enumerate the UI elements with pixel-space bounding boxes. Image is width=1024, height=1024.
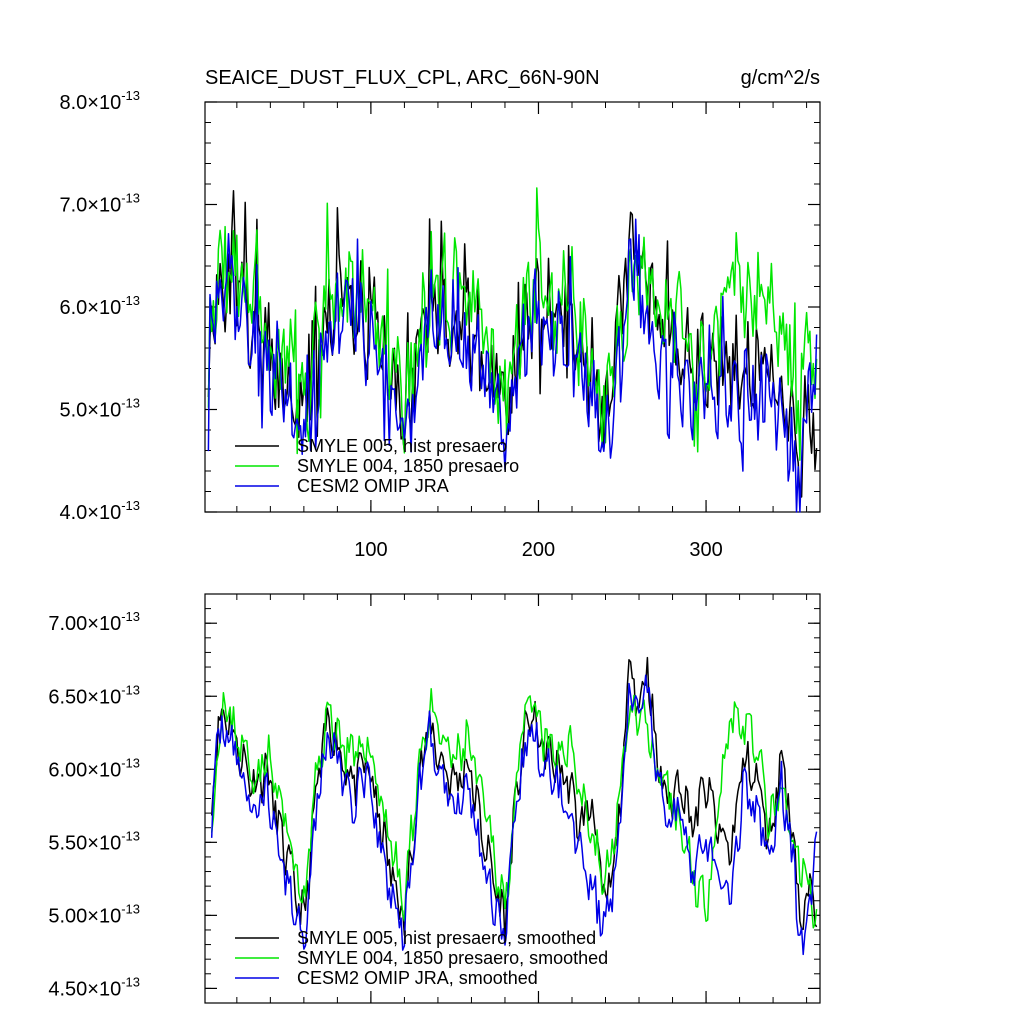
y-tick-label: 6.0×10-13 — [59, 293, 140, 319]
legend-label: CESM2 OMIP JRA, smoothed — [297, 968, 538, 988]
legend-label: SMYLE 004, 1850 presaero, smoothed — [297, 948, 608, 968]
y-tick-label: 5.00×10-13 — [48, 901, 140, 927]
x-tick-label: 300 — [689, 539, 722, 561]
series-line — [210, 674, 818, 956]
legend-label: CESM2 OMIP JRA — [297, 476, 449, 496]
x-tick-label: 100 — [354, 539, 387, 561]
series-line — [207, 218, 818, 513]
legend-label: SMYLE 004, 1850 presaero — [297, 456, 519, 476]
chart-units: g/cm^2/s — [741, 67, 820, 89]
y-tick-label: 5.0×10-13 — [59, 396, 140, 422]
y-tick-label: 7.0×10-13 — [59, 191, 140, 217]
chart-title: SEAICE_DUST_FLUX_CPL, ARC_66N-90N — [205, 67, 600, 89]
y-tick-label: 4.0×10-13 — [59, 498, 140, 524]
y-tick-label: 4.50×10-13 — [48, 974, 140, 1000]
y-tick-label: 8.0×10-13 — [59, 88, 140, 114]
y-tick-label: 7.00×10-13 — [48, 609, 140, 635]
bottom-panel: 4.50×10-13 5.00×10-13 5.50×10-13 6.00×10-13… — [48, 593, 821, 1004]
legend-label: SMYLE 005, hist presaero — [297, 436, 507, 456]
top-panel: 4.0×10-13 5.0×10-13 6.0×10-13 7.0×10-13 8.0×… — [59, 88, 821, 561]
series-line — [207, 189, 818, 499]
legend-label: SMYLE 005, hist presaero, smoothed — [297, 928, 596, 948]
x-tick-label: 200 — [522, 539, 555, 561]
y-tick-label: 6.50×10-13 — [48, 682, 140, 708]
y-tick-label: 5.50×10-13 — [48, 828, 140, 854]
y-tick-label: 6.00×10-13 — [48, 755, 140, 781]
series-line — [210, 688, 818, 929]
